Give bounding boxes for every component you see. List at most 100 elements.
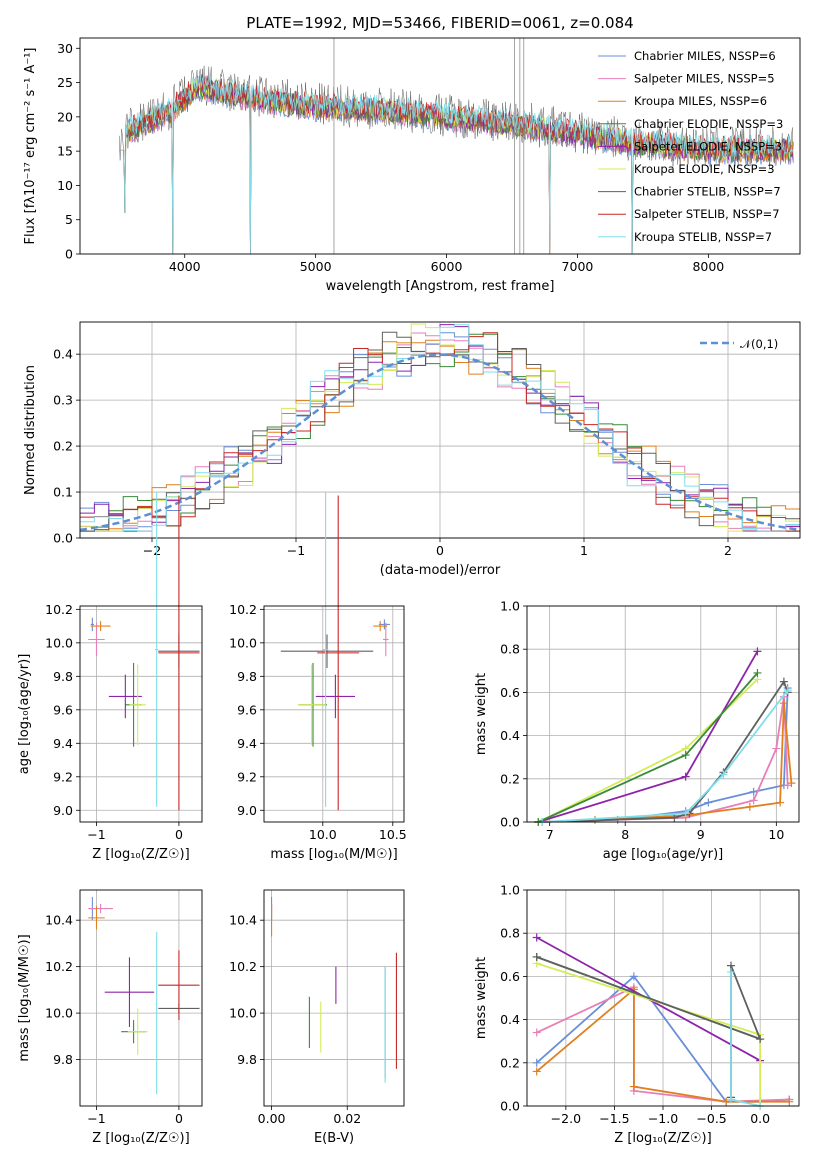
y-tick-label: 10.0 bbox=[229, 635, 257, 650]
plot-area bbox=[80, 890, 202, 1106]
x-tick-label: 0 bbox=[175, 1111, 183, 1126]
x-tick-label: −2 bbox=[143, 543, 161, 558]
x-tick-label: −1 bbox=[87, 827, 105, 842]
y-tick-label: 10.2 bbox=[229, 959, 257, 974]
age-vs-metallicity-panel: −1 0 9.0 9.2 9.4 9.6 9.8 10.0 10.2 Z [log₁₀(Z/Z☉)… bbox=[17, 492, 203, 862]
data-point bbox=[532, 1067, 541, 1076]
mass-weight-vs-metallicity-panel: −2.0 −1.5 −1.0 −0.5 0.0 0.0 0.2 0.4 0.6 0.8 1.0 Z [… bbox=[474, 883, 800, 1146]
axes-frame bbox=[263, 605, 405, 823]
legend-entry: Salpeter STELIB, NSSP=7 bbox=[634, 207, 780, 221]
y-tick-label: 0.6 bbox=[500, 969, 520, 984]
axes-frame bbox=[79, 889, 203, 1107]
data-point bbox=[779, 677, 788, 686]
x-tick-label: −1.0 bbox=[648, 1111, 678, 1126]
axes-frame bbox=[263, 889, 405, 1107]
legend-entry: Chabrier MILES, NSSP=6 bbox=[634, 49, 776, 63]
x-tick-label: 0.02 bbox=[333, 1111, 361, 1126]
data-point bbox=[727, 1095, 735, 1104]
data-point bbox=[745, 802, 754, 811]
data-point bbox=[629, 1082, 638, 1091]
y-tick-label: 9.8 bbox=[237, 1052, 257, 1067]
y-tick-label: 10.4 bbox=[229, 913, 257, 928]
mass-vs-extinction-panel: 0.00 0.02 9.8 10.0 10.2 10.4 E(B-V) bbox=[229, 889, 405, 1146]
data-point bbox=[776, 798, 785, 807]
x-tick-label: 7000 bbox=[562, 259, 594, 274]
axes-frame bbox=[526, 605, 800, 823]
x-tick-label: 10 bbox=[768, 827, 784, 842]
y-tick-label: 0.4 bbox=[500, 1012, 520, 1027]
y-tick-label: 0.8 bbox=[500, 926, 520, 941]
y-tick-label: 9.6 bbox=[237, 702, 257, 717]
y-tick-label: 9.2 bbox=[53, 769, 73, 784]
x-tick-label: 0.00 bbox=[258, 1111, 286, 1126]
x-axis-label: mass [log₁₀(M/M☉)] bbox=[270, 847, 397, 862]
axes-frame bbox=[79, 321, 801, 539]
y-axis-label: Flux [fλ10⁻¹⁷ erg cm⁻² s⁻¹ A⁻¹] bbox=[23, 48, 38, 245]
legend-entry: Chabrier ELODIE, NSSP=3 bbox=[634, 117, 783, 131]
data-point bbox=[670, 813, 679, 822]
normal-curve bbox=[79, 353, 801, 532]
x-tick-label: −1.5 bbox=[599, 1111, 629, 1126]
y-tick-label: 0.6 bbox=[500, 685, 520, 700]
y-tick-label: 0.3 bbox=[53, 393, 73, 408]
y-tick-label: 0 bbox=[65, 247, 73, 262]
data-point bbox=[783, 686, 792, 695]
data-point bbox=[753, 668, 762, 677]
y-tick-label: 0.4 bbox=[500, 728, 520, 743]
y-tick-label: 9.4 bbox=[53, 736, 73, 751]
y-tick-label: 9.8 bbox=[237, 669, 257, 684]
x-tick-label: 10.5 bbox=[379, 827, 407, 842]
x-tick-label: 4000 bbox=[169, 259, 201, 274]
data-point bbox=[749, 796, 758, 805]
axes-frame bbox=[526, 889, 800, 1107]
y-tick-label: 9.4 bbox=[237, 736, 257, 751]
data-point bbox=[719, 770, 728, 779]
x-tick-label: −0.5 bbox=[696, 1111, 726, 1126]
legend-entry: Salpeter MILES, NSSP=5 bbox=[634, 72, 775, 86]
chart-title: PLATE=1992, MJD=53466, FIBERID=0061, z=0… bbox=[246, 14, 633, 32]
y-tick-label: 10.4 bbox=[45, 913, 73, 928]
x-tick-label: 0.0 bbox=[750, 1111, 770, 1126]
histogram-step bbox=[80, 324, 800, 532]
data-point bbox=[681, 751, 690, 760]
x-tick-label: 9 bbox=[697, 827, 705, 842]
mass-vs-metallicity-panel: −1 0 9.8 10.0 10.2 10.4 Z [log₁₀(Z/Z☉)] mass [l… bbox=[17, 889, 203, 1146]
data-point bbox=[681, 772, 690, 781]
x-axis-label: Z [log₁₀(Z/Z☉)] bbox=[614, 1131, 711, 1146]
y-tick-label: 0.0 bbox=[53, 531, 73, 546]
y-tick-label: 30 bbox=[57, 41, 73, 56]
x-tick-label: 5000 bbox=[300, 259, 332, 274]
data-point bbox=[532, 1058, 541, 1067]
x-tick-label: −1 bbox=[87, 1111, 105, 1126]
plot-area bbox=[264, 890, 404, 1106]
data-point bbox=[532, 1028, 541, 1037]
data-point bbox=[532, 952, 541, 961]
y-tick-label: 0.2 bbox=[500, 1055, 520, 1070]
x-axis-label: wavelength [Angstrom, rest frame] bbox=[326, 279, 555, 294]
y-tick-label: 0.0 bbox=[500, 1099, 520, 1114]
x-axis-label: (data-model)/error bbox=[380, 563, 501, 578]
data-point bbox=[681, 809, 690, 818]
spectrum-panel: 4000 5000 6000 7000 8000 0 5 10 15 20 25 30 waveleng… bbox=[23, 14, 801, 294]
y-axis-label: mass weight bbox=[474, 957, 489, 1039]
y-axis-label: age [log₁₀(age/yr)] bbox=[17, 654, 32, 775]
plot-area bbox=[80, 606, 202, 822]
x-tick-label: 7 bbox=[546, 827, 554, 842]
mass-weight-vs-age-panel: 7 8 9 10 0.0 0.2 0.4 0.6 0.8 1.0 age [log₁₀(age/yr… bbox=[474, 599, 800, 862]
y-tick-label: 10.0 bbox=[45, 1006, 73, 1021]
age-vs-mass-panel: 10.0 10.5 9.0 9.2 9.4 9.6 9.8 10.0 10.2 mass [log… bbox=[229, 492, 407, 862]
x-axis-label: E(B-V) bbox=[314, 1131, 354, 1146]
y-tick-label: 0.2 bbox=[53, 439, 73, 454]
x-axis-label: Z [log₁₀(Z/Z☉)] bbox=[92, 1131, 189, 1146]
data-point bbox=[749, 787, 758, 796]
y-tick-label: 0.0 bbox=[500, 815, 520, 830]
axes-frame bbox=[79, 37, 801, 255]
y-tick-label: 9.8 bbox=[53, 669, 73, 684]
y-tick-label: 1.0 bbox=[500, 883, 520, 898]
y-tick-label: 10.0 bbox=[45, 635, 73, 650]
x-tick-label: 1 bbox=[580, 543, 588, 558]
y-axis-label: Normed distribution bbox=[23, 365, 38, 495]
plot-area bbox=[264, 606, 404, 822]
residual-histogram-panel: −2 −1 0 1 2 0.0 0.1 0.2 0.3 0.4 (data-model)/error… bbox=[23, 321, 801, 578]
legend-entry: Chabrier STELIB, NSSP=7 bbox=[634, 185, 781, 199]
